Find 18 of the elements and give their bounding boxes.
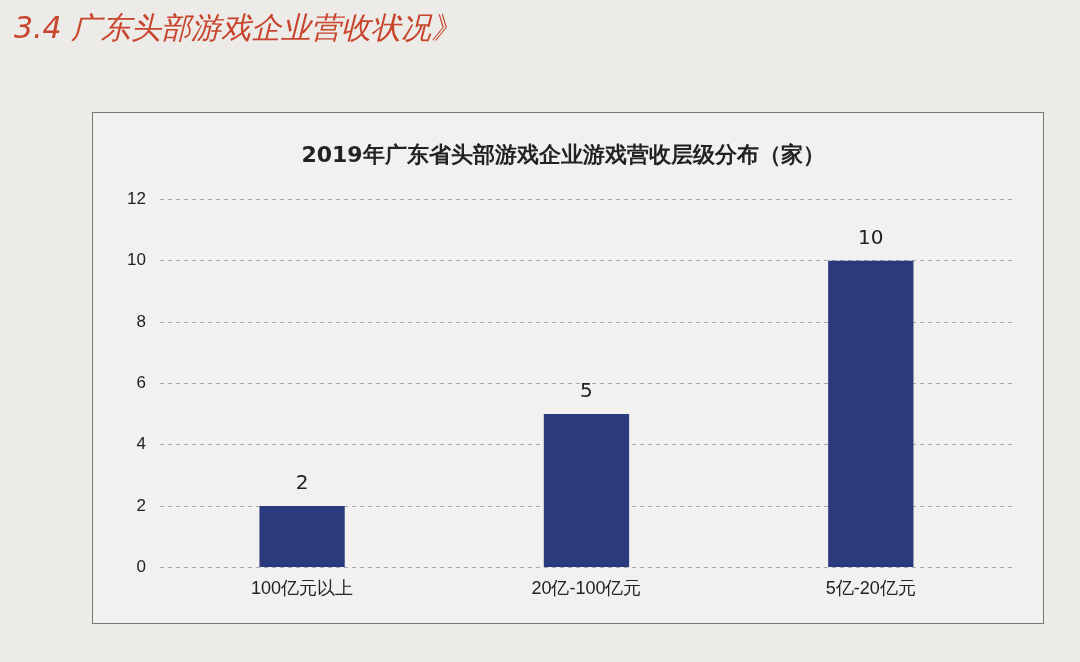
y-tick-label: 2 bbox=[136, 495, 146, 515]
bar bbox=[828, 260, 914, 567]
y-tick-label: 0 bbox=[136, 557, 146, 577]
y-tick-label: 10 bbox=[126, 250, 146, 270]
x-tick-label: 5亿-20亿元 bbox=[825, 578, 916, 599]
bar bbox=[259, 506, 345, 567]
x-tick-label: 100亿元以上 bbox=[251, 578, 354, 599]
chart-title: 2019年广东省头部游戏企业游戏营收层级分布（家） bbox=[301, 141, 825, 167]
x-tick-label: 20亿-100亿元 bbox=[531, 578, 642, 599]
text: 3.4 广东头部游戏企业营收状况》 bbox=[14, 9, 462, 47]
data-label: 2 bbox=[295, 470, 309, 495]
bar bbox=[543, 414, 630, 567]
y-tick-label: 12 bbox=[126, 189, 146, 209]
data-label: 5 bbox=[580, 378, 593, 403]
y-tick-label: 4 bbox=[136, 434, 146, 454]
y-tick-label: 8 bbox=[136, 311, 146, 331]
data-label: 10 bbox=[858, 224, 884, 249]
y-tick-label: 6 bbox=[136, 373, 146, 393]
